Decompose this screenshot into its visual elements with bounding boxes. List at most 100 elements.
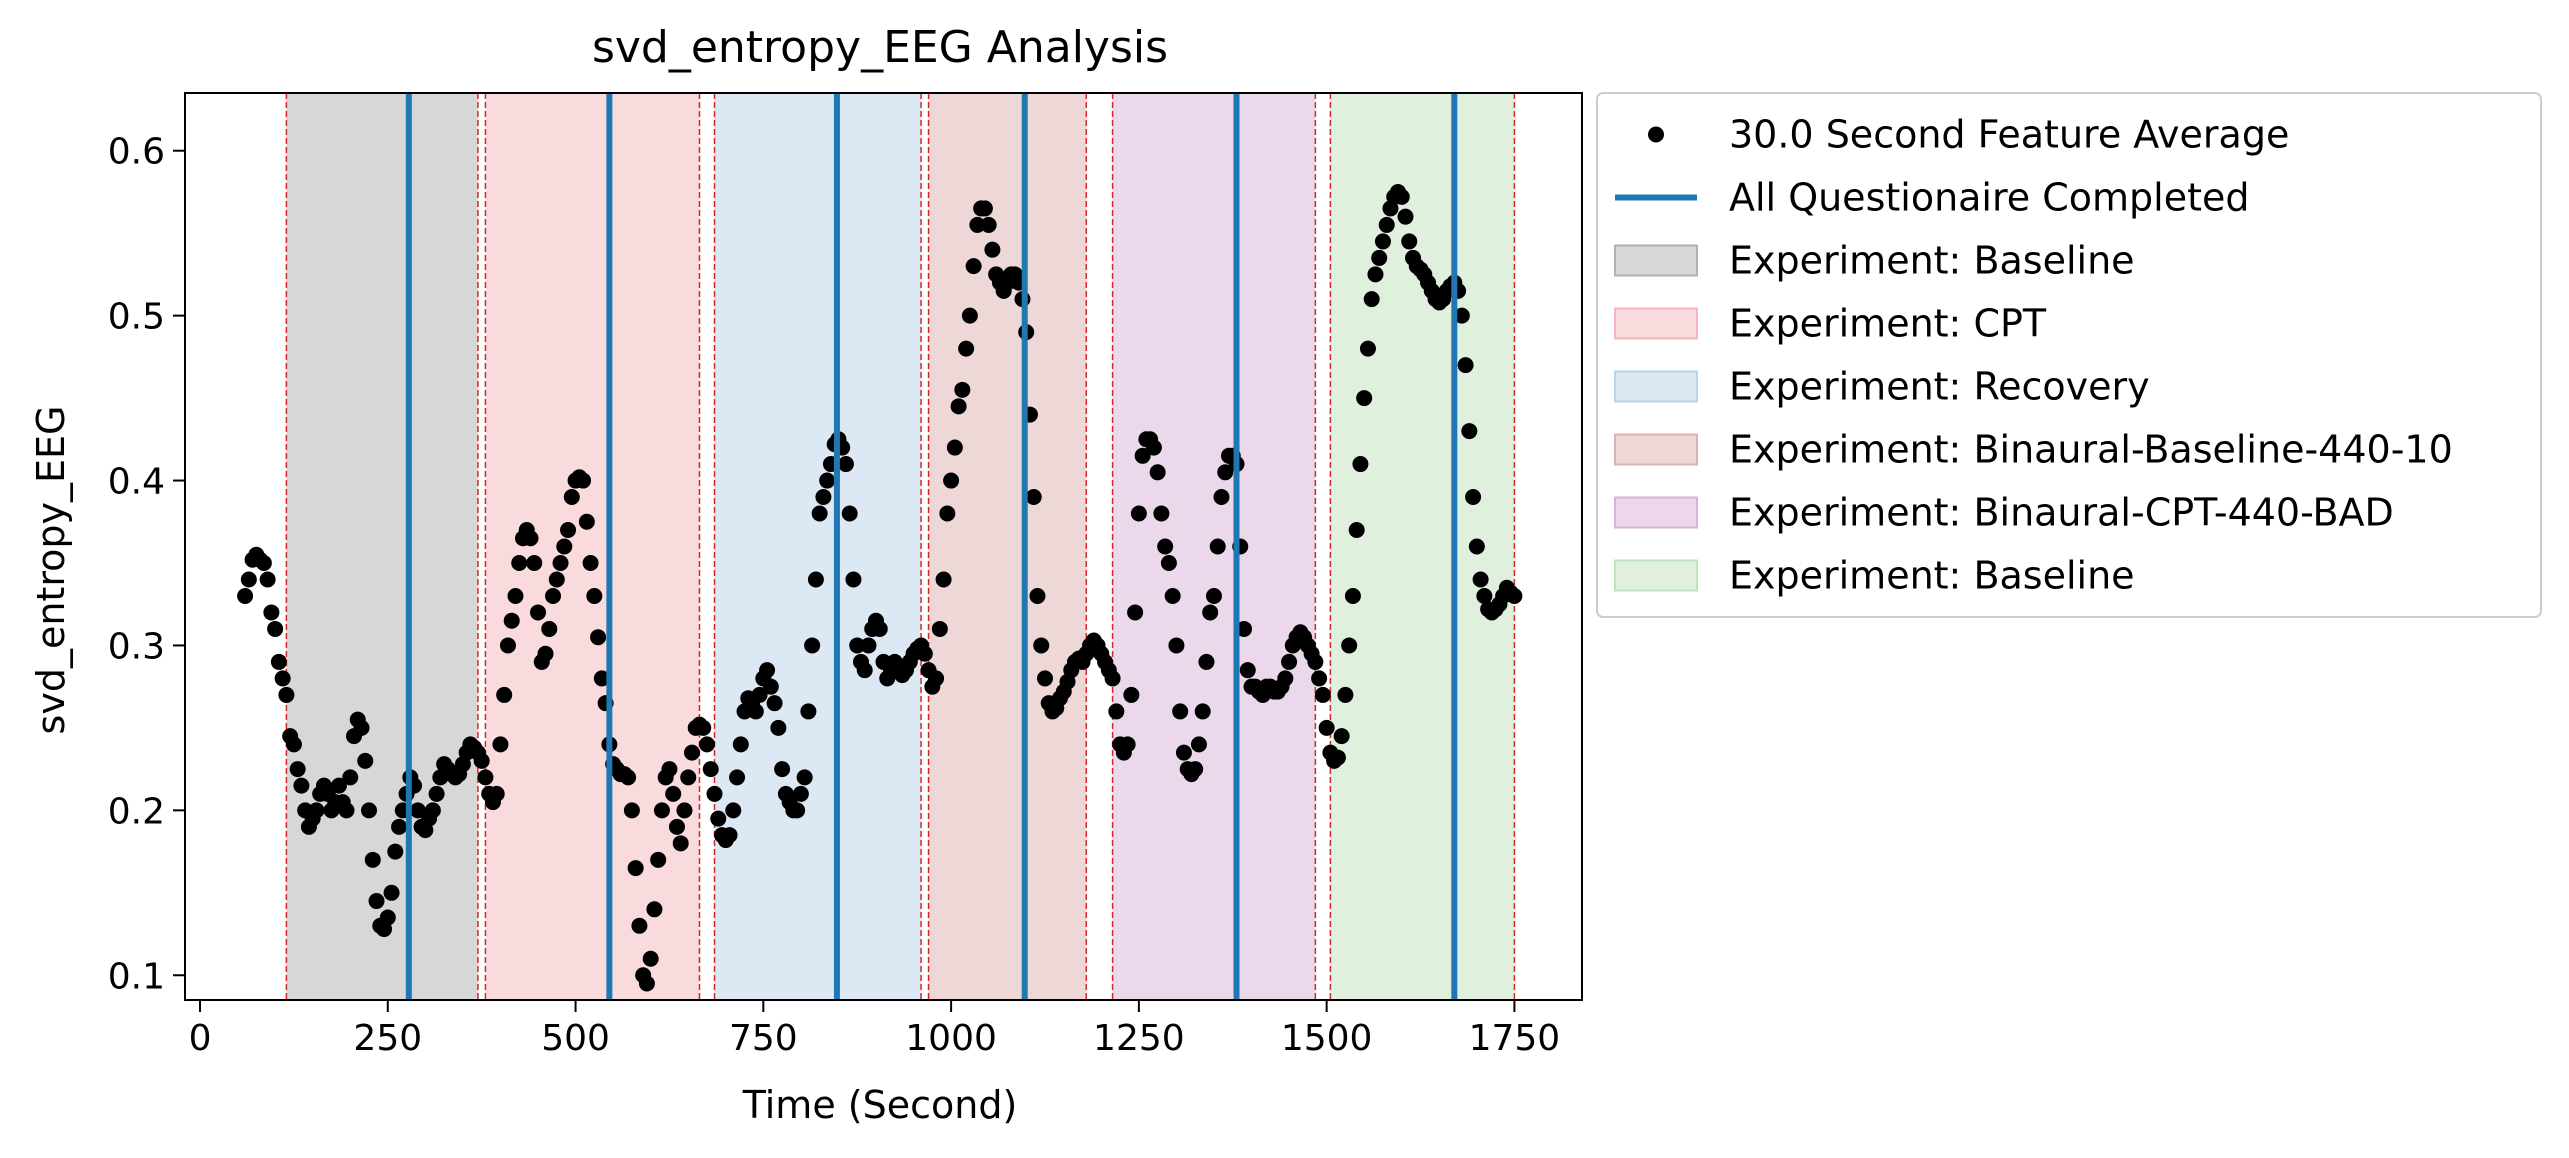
data-point-294 bbox=[1337, 686, 1354, 703]
data-point-142 bbox=[766, 695, 783, 712]
y-tick-label-4: 0.4 bbox=[108, 462, 165, 503]
data-point-33 bbox=[357, 752, 374, 769]
data-point-250 bbox=[1172, 703, 1189, 720]
data-point-239 bbox=[1130, 505, 1147, 522]
data-point-327 bbox=[1461, 423, 1478, 440]
data-point-182 bbox=[916, 645, 933, 662]
data-point-162 bbox=[841, 505, 858, 522]
data-point-10 bbox=[270, 653, 287, 670]
x-tick-label-6: 1250 bbox=[1093, 1018, 1185, 1059]
legend-label-experiment-2: Experiment: CPT bbox=[1729, 302, 2047, 346]
data-point-149 bbox=[792, 785, 809, 802]
legend-label-feature: 30.0 Second Feature Average bbox=[1729, 113, 2289, 157]
data-point-108 bbox=[638, 975, 655, 992]
data-point-302 bbox=[1367, 266, 1384, 283]
data-point-71 bbox=[499, 637, 516, 654]
data-point-81 bbox=[537, 645, 554, 662]
data-point-65 bbox=[477, 769, 494, 786]
data-point-125 bbox=[702, 761, 719, 778]
y-axis-ticks: 0.1 0.2 0.3 0.4 0.5 0.6 bbox=[108, 132, 185, 997]
y-tick-label-2: 0.2 bbox=[108, 791, 165, 832]
data-point-36 bbox=[368, 893, 385, 910]
data-point-232 bbox=[1104, 670, 1121, 687]
data-point-83 bbox=[545, 587, 562, 604]
data-point-304 bbox=[1374, 233, 1391, 250]
data-point-189 bbox=[943, 472, 960, 489]
data-point-153 bbox=[807, 571, 824, 588]
experiment-span-1 bbox=[286, 93, 478, 1000]
data-point-77 bbox=[522, 530, 539, 547]
data-point-137 bbox=[747, 703, 764, 720]
data-point-64 bbox=[473, 752, 490, 769]
data-point-155 bbox=[815, 489, 832, 506]
data-point-110 bbox=[646, 901, 663, 918]
data-point-292 bbox=[1329, 749, 1346, 766]
data-point-236 bbox=[1119, 736, 1136, 753]
data-point-330 bbox=[1472, 571, 1489, 588]
data-point-309 bbox=[1393, 188, 1410, 205]
data-point-161 bbox=[837, 456, 854, 473]
data-point-198 bbox=[976, 200, 993, 217]
data-point-325 bbox=[1453, 307, 1470, 324]
data-point-109 bbox=[642, 950, 659, 967]
data-point-213 bbox=[1033, 637, 1050, 654]
data-point-244 bbox=[1149, 464, 1166, 481]
data-point-278 bbox=[1277, 670, 1294, 687]
data-point-254 bbox=[1187, 761, 1204, 778]
data-point-212 bbox=[1029, 587, 1046, 604]
data-point-105 bbox=[627, 860, 644, 877]
data-point-164 bbox=[849, 637, 866, 654]
x-tick-label-4: 750 bbox=[729, 1018, 798, 1059]
data-point-112 bbox=[653, 802, 670, 819]
data-point-74 bbox=[511, 554, 528, 571]
data-point-298 bbox=[1352, 456, 1369, 473]
data-point-120 bbox=[683, 744, 700, 761]
data-point-7 bbox=[259, 571, 276, 588]
x-tick-label-3: 500 bbox=[541, 1018, 610, 1059]
data-point-188 bbox=[939, 505, 956, 522]
x-axis-ticks: 0 250 500 750 1000 1250 1500 1750 bbox=[189, 1000, 1561, 1059]
data-point-133 bbox=[732, 736, 749, 753]
data-point-78 bbox=[526, 554, 543, 571]
data-point-185 bbox=[928, 670, 945, 687]
legend-swatch-3 bbox=[1614, 370, 1698, 403]
y-tick-label-1: 0.1 bbox=[108, 956, 165, 997]
data-point-92 bbox=[578, 513, 595, 530]
experiment-span-6 bbox=[1330, 93, 1515, 1000]
data-point-288 bbox=[1314, 686, 1331, 703]
data-point-192 bbox=[954, 381, 971, 398]
data-point-191 bbox=[950, 398, 967, 415]
data-point-123 bbox=[695, 719, 712, 736]
data-point-293 bbox=[1333, 728, 1350, 745]
data-point-256 bbox=[1194, 703, 1211, 720]
data-point-72 bbox=[503, 612, 520, 629]
data-point-295 bbox=[1341, 637, 1358, 654]
data-point-163 bbox=[845, 571, 862, 588]
legend-marker-feature bbox=[1648, 126, 1664, 143]
data-point-28 bbox=[338, 802, 355, 819]
data-point-233 bbox=[1108, 703, 1125, 720]
data-point-310 bbox=[1397, 208, 1414, 225]
data-point-238 bbox=[1127, 604, 1144, 621]
data-point-240 bbox=[1134, 447, 1151, 464]
data-point-287 bbox=[1311, 670, 1328, 687]
data-point-200 bbox=[984, 241, 1001, 258]
data-point-247 bbox=[1160, 554, 1177, 571]
data-point-84 bbox=[548, 571, 565, 588]
data-point-199 bbox=[980, 216, 997, 233]
data-point-279 bbox=[1281, 653, 1298, 670]
data-point-243 bbox=[1145, 439, 1162, 456]
data-point-47 bbox=[409, 802, 426, 819]
data-point-34 bbox=[361, 802, 378, 819]
data-point-106 bbox=[631, 917, 648, 934]
x-tick-label-8: 1750 bbox=[1469, 1018, 1561, 1059]
data-point-331 bbox=[1476, 587, 1493, 604]
chart-title: svd_entropy_EEG Analysis bbox=[592, 22, 1168, 73]
data-point-311 bbox=[1401, 233, 1418, 250]
data-point-151 bbox=[800, 703, 817, 720]
legend-label-experiment-5: Experiment: Binaural-CPT-440-BAD bbox=[1729, 491, 2394, 535]
data-point-2 bbox=[240, 571, 257, 588]
data-point-249 bbox=[1168, 637, 1185, 654]
experiment-span-4 bbox=[928, 93, 1087, 1000]
data-point-6 bbox=[255, 554, 272, 571]
